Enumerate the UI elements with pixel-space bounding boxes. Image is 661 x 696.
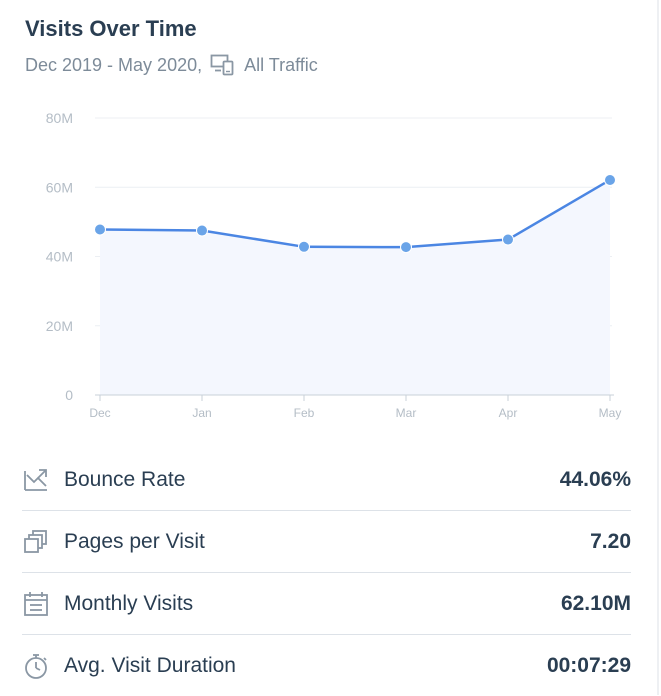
devices-icon (210, 54, 236, 76)
metric-label: Monthly Visits (64, 591, 194, 615)
pages-icon (22, 528, 50, 556)
data-point-mar (400, 241, 412, 254)
data-point-apr (502, 233, 514, 246)
metric-pages-per-visit: Pages per Visit 7.20 (22, 511, 631, 573)
bounce-rate-icon (22, 466, 50, 494)
y-tick-label: 0 (65, 387, 73, 403)
metric-bounce-rate: Bounce Rate 44.06% (22, 449, 631, 511)
metric-avg-visit-duration: Avg. Visit Duration 00:07:29 (22, 635, 631, 696)
y-tick-label: 20M (46, 318, 73, 334)
widget-title: Visits Over Time (25, 16, 197, 41)
x-tick-label: Feb (294, 406, 315, 420)
series-line-visits (99, 178, 611, 249)
widget-subtitle: Dec 2019 - May 2020, All Traffic (25, 54, 318, 76)
x-tick-label: Apr (499, 406, 518, 420)
x-tick-label: Mar (396, 406, 417, 420)
metric-label: Pages per Visit (64, 529, 205, 553)
metric-value: 7.20 (590, 529, 631, 553)
visits-chart: 0 20M 40M 60M 80M Dec Jan Feb Mar Apr May (46, 110, 622, 420)
x-tick-label: May (599, 406, 622, 420)
data-point-jan (196, 224, 208, 237)
y-tick-label: 80M (46, 110, 73, 126)
metric-label: Avg. Visit Duration (64, 653, 236, 677)
area-fill (100, 179, 610, 395)
metric-value: 44.06% (559, 467, 631, 491)
metric-value: 62.10M (560, 591, 631, 615)
data-point-may (604, 173, 616, 186)
panel-edge (657, 0, 659, 695)
y-tick-label: 40M (46, 249, 73, 265)
y-tick-label: 60M (46, 179, 73, 195)
stopwatch-icon (22, 652, 50, 680)
calendar-icon (22, 590, 50, 618)
metric-label: Bounce Rate (64, 467, 186, 491)
metric-monthly-visits: Monthly Visits 62.10M (22, 573, 631, 635)
traffic-filter[interactable]: All Traffic (244, 54, 318, 75)
metrics-list: Bounce Rate 44.06% Pages per Visit 7.20 … (22, 449, 631, 696)
x-tick-label: Dec (89, 406, 110, 420)
data-point-feb (298, 240, 310, 253)
x-tick-label: Jan (192, 406, 211, 420)
data-point-dec (94, 223, 106, 236)
metric-value: 00:07:29 (546, 653, 631, 677)
date-range: Dec 2019 - May 2020, (25, 54, 203, 75)
